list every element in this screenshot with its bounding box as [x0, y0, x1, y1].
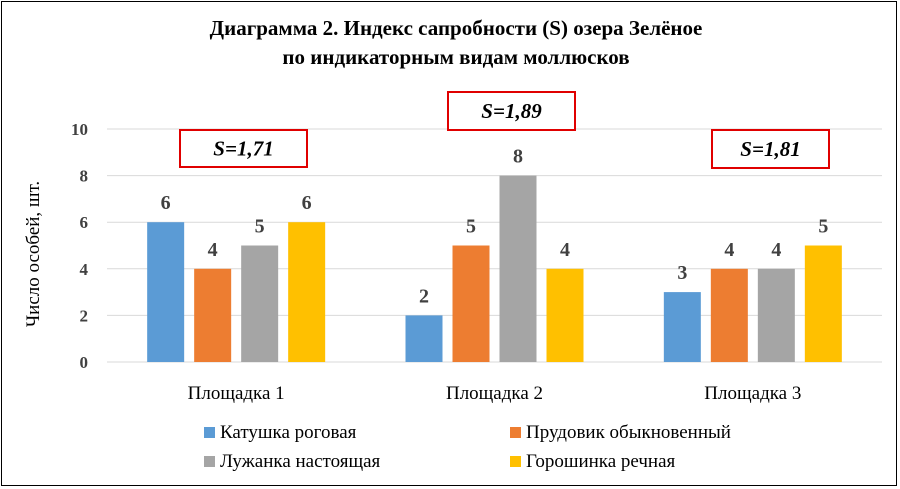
bar-3-1: [663, 292, 701, 362]
legend-swatch: [204, 427, 215, 438]
annotation-label: S=1,81: [740, 137, 800, 161]
annotations: S=1,71 S=1,89 S=1,81: [179, 91, 830, 169]
bar-1-4: [288, 222, 326, 362]
x-category-label: Площадка 1: [188, 383, 285, 404]
chart-title-line-2: по индикаторным видам моллюсков: [282, 45, 629, 69]
x-axis-categories: Площадка 1 Площадка 2 Площадка 3: [188, 383, 802, 404]
y-tick-label: 10: [71, 120, 88, 139]
x-category-label: Площадка 3: [704, 383, 801, 404]
annotation-box: [447, 91, 576, 131]
y-tick-label: 2: [80, 306, 89, 325]
data-label: 3: [677, 262, 687, 284]
bar-2-2: [452, 245, 490, 362]
annotation-box: [711, 129, 830, 169]
chart-title: Диаграмма 2. Индекс сапробности (S) озер…: [210, 16, 703, 69]
data-label: 5: [818, 216, 828, 238]
bars: [147, 175, 842, 362]
legend-swatch: [204, 456, 215, 467]
x-category-label: Площадка 2: [446, 383, 543, 404]
annotation-box: [179, 129, 308, 168]
data-label: 4: [724, 239, 734, 261]
bar-1-2: [194, 268, 232, 362]
bar-3-4: [804, 245, 842, 362]
y-axis-label: Число особей, шт.: [23, 181, 44, 327]
legend: Катушка роговая Прудовик обыкновенный Лужа…: [204, 422, 731, 472]
data-label: 5: [255, 216, 265, 238]
bar-2-3: [499, 175, 537, 362]
data-label: 6: [161, 192, 171, 214]
y-tick-label: 0: [80, 353, 89, 372]
bar-3-3: [757, 268, 795, 362]
legend-swatch: [510, 427, 521, 438]
legend-label: Горошинка речная: [526, 451, 676, 472]
data-label: 2: [419, 285, 429, 307]
y-tick-label: 4: [80, 260, 89, 279]
data-label: 4: [208, 239, 218, 261]
data-label: 8: [513, 146, 523, 168]
bar-2-1: [405, 315, 443, 362]
bar-1-3: [241, 245, 279, 362]
data-label: 4: [771, 239, 781, 261]
data-label: 5: [466, 216, 476, 238]
y-axis-label-text: Число особей, шт.: [23, 181, 44, 327]
legend-label: Прудовик обыкновенный: [526, 422, 731, 443]
legend-label: Лужанка настоящая: [220, 451, 381, 472]
data-label: 4: [560, 239, 570, 261]
legend-label: Катушка роговая: [220, 422, 357, 443]
annotation-label: S=1,71: [213, 137, 273, 161]
y-tick-label: 6: [80, 213, 89, 232]
y-tick-label: 8: [80, 167, 89, 186]
y-axis-ticks: 0 2 4 6 8 10: [71, 120, 89, 372]
data-labels: 6 4 5 6 2 5 8 4 3 4 4 5: [161, 146, 829, 308]
legend-swatch: [510, 456, 521, 467]
chart-title-line-1: Диаграмма 2. Индекс сапробности (S) озер…: [210, 16, 703, 40]
bar-3-2: [710, 268, 748, 362]
bar-1-1: [147, 222, 185, 362]
bar-2-4: [546, 268, 584, 362]
annotation-label: S=1,89: [481, 99, 542, 123]
data-label: 6: [302, 192, 312, 214]
